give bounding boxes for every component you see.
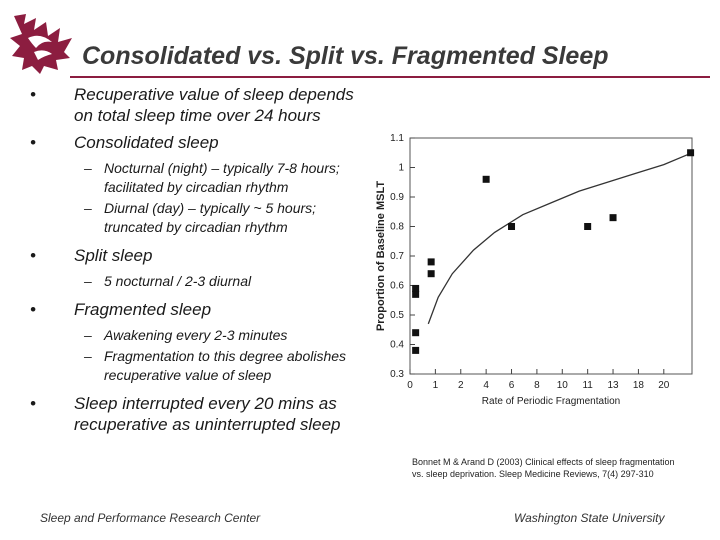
sub-bullet-text: Awakening every 2-3 minutes: [104, 327, 288, 343]
y-tick-label: 0.5: [390, 310, 404, 321]
y-tick-label: 1.1: [390, 133, 404, 144]
x-tick-label: 18: [633, 380, 645, 391]
data-point: [687, 149, 695, 157]
x-tick-label: 1: [433, 380, 439, 391]
sub-bullet-dash: –: [84, 327, 92, 343]
y-tick-label: 0.7: [390, 251, 404, 262]
bullet-list: • Recuperative value of sleep depends on …: [28, 84, 368, 441]
bullet-text: Sleep interrupted every 20 mins as recup…: [74, 394, 341, 434]
x-tick-label: 4: [483, 380, 489, 391]
y-tick-label: 0.4: [390, 340, 404, 351]
footer-right: Washington State University: [514, 511, 665, 525]
data-point: [412, 290, 420, 298]
data-point: [412, 346, 420, 354]
sub-bullet-item: – Awakening every 2-3 minutes: [28, 326, 368, 345]
bullet-dot: •: [30, 246, 36, 265]
plot-frame: [409, 137, 693, 375]
wsu-cougar-logo: [10, 14, 72, 74]
x-tick-label: 6: [509, 380, 515, 391]
fit-curve: [427, 152, 693, 325]
bullet-text: Fragmented sleep: [74, 300, 212, 319]
y-tick-label: 0.9: [390, 192, 404, 203]
bullet-text: Consolidated sleep: [74, 133, 219, 152]
bullet-item: • Fragmented sleep: [28, 299, 368, 320]
y-tick-label: 0.8: [390, 222, 404, 233]
sub-bullet-text: Diurnal (day) – typically ~ 5 hours; tru…: [104, 200, 317, 235]
x-axis-label: Rate of Periodic Fragmentation: [482, 396, 620, 407]
data-point: [412, 284, 420, 292]
bullet-item: • Consolidated sleep: [28, 132, 368, 153]
data-point: [427, 270, 435, 278]
citation-text: Bonnet M & Arand D (2003) Clinical effec…: [412, 457, 675, 479]
mslt-scatter-chart: 0.3 0.4 0.5 0.6 0.7 0.8 0.9 1 1.1 0 1 2 4 6 8 10 11 13 18 2…: [375, 133, 695, 407]
title-divider: [70, 76, 710, 78]
data-point: [508, 223, 516, 230]
sub-bullet-item: – Nocturnal (night) – typically 7-8 hours…: [28, 159, 368, 197]
sub-bullet-text: 5 nocturnal / 2-3 diurnal: [104, 273, 252, 289]
data-point: [482, 175, 490, 183]
bullet-dot: •: [30, 394, 36, 413]
bullet-dot: •: [30, 300, 36, 319]
bullet-item: • Recuperative value of sleep depends on …: [28, 84, 368, 126]
data-point: [584, 223, 592, 230]
x-tick-label: 0: [407, 380, 413, 391]
sub-bullet-item: – Fragmentation to this degree abolishes …: [28, 347, 368, 385]
data-point: [427, 258, 435, 266]
sub-bullet-dash: –: [84, 273, 92, 289]
bullet-dot: •: [30, 85, 36, 104]
sub-bullet-item: –5 nocturnal / 2-3 diurnal: [28, 272, 368, 291]
footer-left: Sleep and Performance Research Center: [40, 511, 261, 525]
sub-bullet-text: Nocturnal (night) – typically 7-8 hours;…: [104, 160, 340, 195]
x-tick-label: 20: [658, 380, 670, 391]
data-point: [609, 214, 617, 222]
x-tick-label: 11: [582, 380, 593, 391]
x-tick-label: 10: [557, 380, 569, 391]
data-point: [412, 329, 420, 337]
y-tick-label: 0.6: [390, 281, 404, 292]
y-tick-label: 1: [398, 163, 404, 174]
sub-bullet-text: Fragmentation to this degree abolishes r…: [104, 348, 347, 383]
x-tick-label: 2: [458, 380, 464, 391]
x-tick-label: 13: [607, 380, 619, 391]
y-tick-label: 0.3: [390, 369, 404, 380]
sub-bullet-dash: –: [84, 200, 92, 216]
bullet-dot: •: [30, 133, 36, 152]
sub-bullet-dash: –: [84, 160, 92, 176]
bullet-text: Recuperative value of sleep depends on t…: [74, 85, 354, 125]
x-tick-label: 8: [534, 380, 540, 391]
sub-bullet-dash: –: [84, 348, 92, 364]
bullet-item: • Split sleep: [28, 245, 368, 266]
bullet-item: • Sleep interrupted every 20 mins as recu…: [28, 393, 368, 435]
y-axis-label: Proportion of Baseline MSLT: [375, 181, 387, 331]
sub-bullet-item: – Diurnal (day) – typically ~ 5 hours; tr…: [28, 199, 368, 237]
slide-title: Consolidated vs. Split vs. Fragmented Sl…: [82, 42, 609, 70]
bullet-text: Split sleep: [74, 246, 153, 265]
